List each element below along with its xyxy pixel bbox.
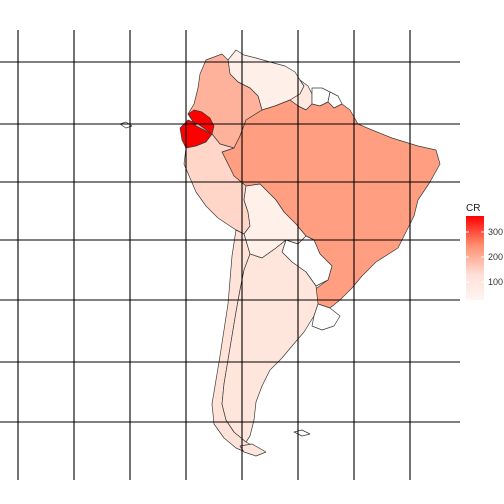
legend-tick-100: 100 <box>488 277 503 287</box>
legend-colorbar <box>466 216 484 300</box>
color-legend: CR 300 200 100 <box>466 203 503 300</box>
countries-layer <box>179 49 441 455</box>
tierra-del-fuego <box>239 443 267 457</box>
country-uruguay[interactable] <box>311 303 341 331</box>
legend-tick-300: 300 <box>488 227 503 237</box>
legend-title: CR <box>466 203 480 214</box>
country-argentina[interactable] <box>221 239 319 443</box>
graticule <box>0 30 460 480</box>
falkland-islands <box>293 429 311 437</box>
legend-tick-200: 200 <box>488 252 503 262</box>
